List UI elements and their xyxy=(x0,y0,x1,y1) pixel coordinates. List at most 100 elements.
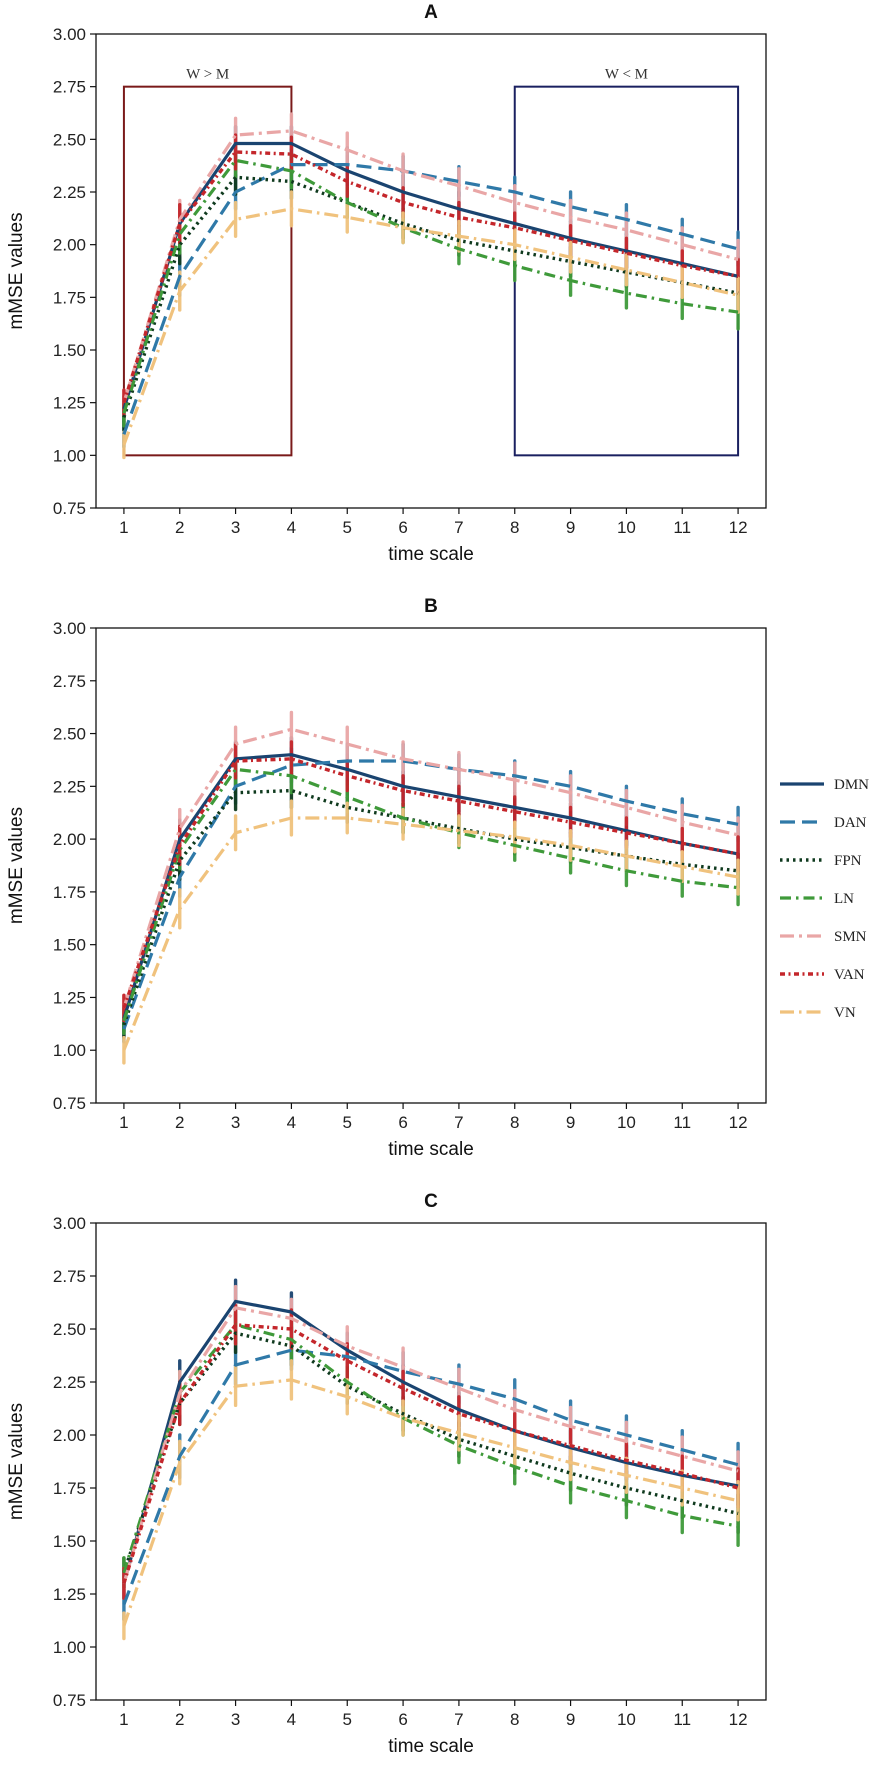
x-axis-label: time scale xyxy=(388,1736,474,1757)
x-tick-label: 2 xyxy=(175,518,184,537)
y-tick-label: 1.25 xyxy=(53,394,86,413)
x-axis-label: time scale xyxy=(388,1139,474,1160)
y-tick-label: 2.75 xyxy=(53,1267,86,1286)
x-tick-label: 10 xyxy=(617,1710,636,1729)
panel-C: C 0.75 1.00 1.25 1.50 1.75 2.00 2.25 2.50 2.75 3.0… xyxy=(6,1191,767,1757)
annotation-label: W < M xyxy=(605,67,648,83)
panel-title: A xyxy=(424,2,438,23)
x-tick-label: 3 xyxy=(231,518,240,537)
x-tick-label: 3 xyxy=(231,1113,240,1132)
series-smn xyxy=(122,1284,740,1600)
series-line-dan xyxy=(122,759,739,1030)
legend-label-ln: LN xyxy=(834,891,854,907)
y-tick-label: 2.25 xyxy=(53,1373,86,1392)
series-vn xyxy=(122,799,740,1065)
series-line-fpn xyxy=(122,788,739,1026)
series-line-vn xyxy=(122,207,739,446)
y-tick-label: 1.75 xyxy=(53,1479,86,1498)
series-line-van xyxy=(122,150,739,404)
x-tick-label: 1 xyxy=(119,1113,128,1132)
series-line-smn xyxy=(122,1306,739,1584)
series-line-dan xyxy=(122,163,739,435)
x-tick-label: 2 xyxy=(175,1710,184,1729)
series-line-van xyxy=(122,1323,739,1584)
series-line-fpn xyxy=(122,175,739,418)
y-tick-label: 3.00 xyxy=(53,619,86,638)
legend-label-van: VAN xyxy=(834,967,865,983)
x-axis-label: time scale xyxy=(388,544,474,565)
x-tick-label: 6 xyxy=(398,518,407,537)
y-axis-label: mMSE values xyxy=(6,212,27,329)
y-tick-label: 2.50 xyxy=(53,130,86,149)
panel-title: B xyxy=(424,596,438,617)
y-tick-label: 2.25 xyxy=(53,777,86,796)
series-line-smn xyxy=(122,129,739,404)
series-line-vn xyxy=(122,1378,739,1627)
x-tick-label: 4 xyxy=(287,518,296,537)
legend-label-dan: DAN xyxy=(834,815,867,831)
plot-frame xyxy=(95,627,767,1104)
x-tick-label: 1 xyxy=(119,1710,128,1729)
series-line-dmn xyxy=(122,1299,739,1584)
x-tick-label: 1 xyxy=(119,518,128,537)
legend: DMN DAN FPN LN SMN VAN VN xyxy=(780,777,869,1021)
y-tick-label: 0.75 xyxy=(53,499,86,518)
panel-title: C xyxy=(424,1191,438,1212)
y-tick-label: 2.00 xyxy=(53,830,86,849)
plot-frame xyxy=(95,33,767,509)
y-tick-label: 3.00 xyxy=(53,1214,86,1233)
x-tick-label: 5 xyxy=(343,518,352,537)
series-ln xyxy=(122,750,740,1036)
y-tick-label: 2.75 xyxy=(53,78,86,97)
x-tick-label: 12 xyxy=(729,518,748,537)
x-tick-label: 7 xyxy=(454,1710,463,1729)
series-smn xyxy=(122,112,740,418)
legend-label-fpn: FPN xyxy=(834,853,862,869)
annotation-label: W > M xyxy=(186,67,229,83)
series-line-van xyxy=(122,757,739,1009)
x-tick-label: 6 xyxy=(398,1710,407,1729)
y-tick-label: 2.50 xyxy=(53,725,86,744)
y-tick-label: 1.25 xyxy=(53,1585,86,1604)
y-tick-label: 2.75 xyxy=(53,672,86,691)
y-tick-label: 1.50 xyxy=(53,1532,86,1551)
series-ln xyxy=(122,141,740,428)
y-tick-label: 1.00 xyxy=(53,446,86,465)
x-tick-label: 2 xyxy=(175,1113,184,1132)
x-tick-label: 6 xyxy=(398,1113,407,1132)
plot-frame xyxy=(95,1222,767,1701)
y-tick-label: 2.50 xyxy=(53,1320,86,1339)
x-tick-label: 8 xyxy=(510,1710,519,1729)
y-tick-label: 1.75 xyxy=(53,288,86,307)
x-tick-label: 11 xyxy=(673,1113,691,1132)
series-dmn xyxy=(122,736,740,1033)
series-smn xyxy=(122,710,740,1023)
x-tick-label: 12 xyxy=(729,1113,748,1132)
y-tick-label: 0.75 xyxy=(53,1691,86,1710)
series-line-smn xyxy=(122,727,739,1009)
y-axis-label: mMSE values xyxy=(6,807,27,924)
x-tick-label: 4 xyxy=(287,1710,296,1729)
x-tick-label: 11 xyxy=(673,518,691,537)
series-dan xyxy=(122,1329,740,1622)
series-line-ln xyxy=(122,767,739,1022)
series-fpn xyxy=(122,1312,740,1590)
series-line-dmn xyxy=(122,753,739,1020)
legend-label-vn: VN xyxy=(834,1005,856,1021)
series-line-dan xyxy=(122,1348,739,1606)
x-tick-label: 7 xyxy=(454,1113,463,1132)
series-line-fpn xyxy=(122,1331,739,1574)
series-van xyxy=(122,740,740,1023)
series-line-vn xyxy=(122,816,739,1051)
y-tick-label: 2.00 xyxy=(53,1426,86,1445)
legend-label-dmn: DMN xyxy=(834,777,869,793)
x-tick-label: 5 xyxy=(343,1113,352,1132)
panel-B: B 0.75 1.00 1.25 1.50 1.75 2.00 2.25 2.50 2.75 3.0… xyxy=(6,596,767,1160)
y-tick-label: 1.50 xyxy=(53,341,86,360)
y-tick-label: 1.00 xyxy=(53,1638,86,1657)
y-tick-label: 0.75 xyxy=(53,1094,86,1113)
y-tick-label: 1.75 xyxy=(53,883,86,902)
legend-label-smn: SMN xyxy=(834,929,867,945)
x-tick-label: 10 xyxy=(617,518,636,537)
